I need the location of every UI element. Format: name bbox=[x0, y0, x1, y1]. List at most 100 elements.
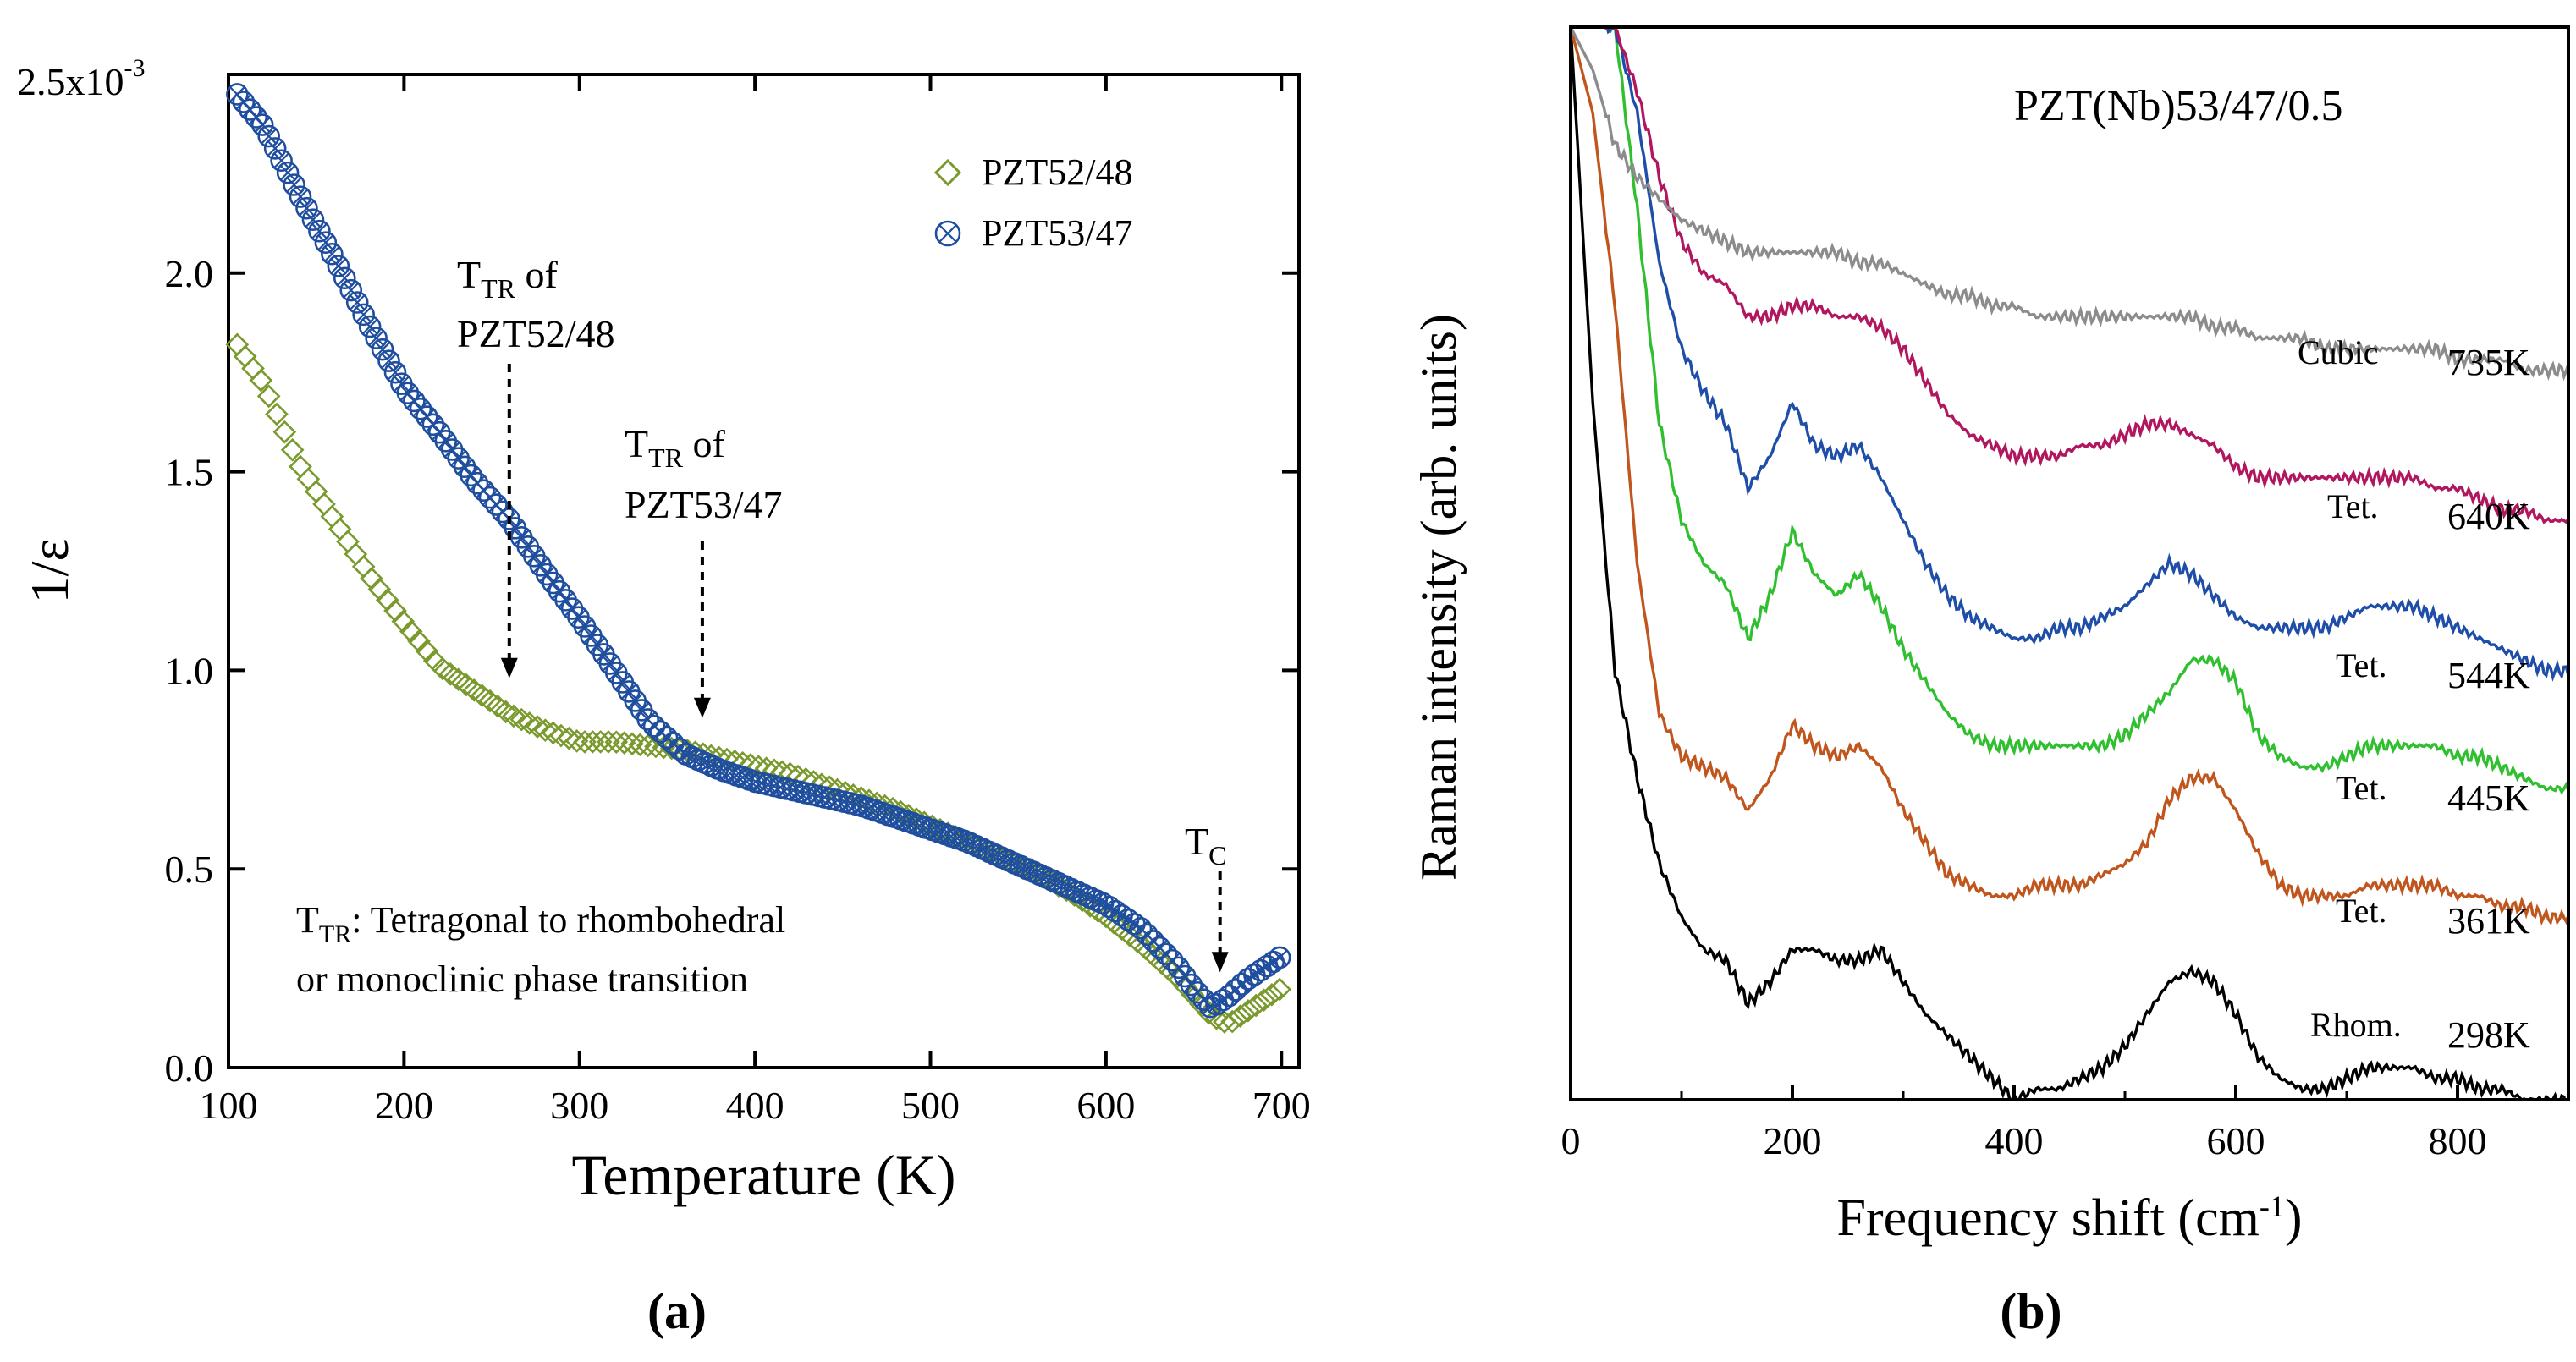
annotation-text: TTR of bbox=[457, 253, 559, 304]
data-point-pzt52-48 bbox=[612, 731, 636, 755]
phase-label: Tet. bbox=[2336, 646, 2387, 684]
annotation-text: TTR of bbox=[625, 422, 726, 473]
data-point-pzt53-47 bbox=[314, 231, 338, 255]
y-tick-label: 1.5 bbox=[165, 451, 214, 494]
temperature-label: 361K bbox=[2447, 900, 2530, 942]
legend-marker-shape bbox=[934, 220, 961, 247]
temperature-label: 544K bbox=[2447, 655, 2530, 696]
x-tick-label: 200 bbox=[1764, 1119, 1822, 1162]
data-point-pzt52-48 bbox=[628, 733, 652, 757]
data-point-pzt52-48 bbox=[375, 588, 399, 612]
panel-label-a: (a) bbox=[647, 1283, 707, 1339]
legend-a: PZT52/48 PZT53/47 bbox=[933, 151, 1132, 254]
data-point-pzt53-47 bbox=[365, 327, 388, 349]
legend-label: PZT53/47 bbox=[982, 212, 1132, 254]
y-tick-label: 0.5 bbox=[165, 848, 214, 891]
legend-entry-pzt53-47: PZT53/47 bbox=[934, 212, 1132, 254]
curve-labels-b: Rhom. 298K Tet. 361K Tet. 445K Tet. 544K Tet. 640… bbox=[2298, 333, 2530, 1056]
data-point-pzt52-48 bbox=[517, 711, 542, 735]
note-line-1: TTR: Tetragonal to rhombohedral bbox=[296, 899, 785, 948]
x-tick-label: 600 bbox=[1076, 1084, 1135, 1127]
arrow-head bbox=[693, 697, 711, 718]
data-point-pzt52-48 bbox=[502, 704, 526, 728]
data-point-pzt52-48 bbox=[1244, 993, 1269, 1018]
x-tick-label: 0 bbox=[1561, 1119, 1581, 1162]
phase-label: Tet. bbox=[2327, 487, 2379, 525]
data-point-pzt52-48 bbox=[351, 554, 376, 579]
data-point-pzt53-47 bbox=[377, 349, 400, 372]
data-point-pzt52-48 bbox=[573, 730, 597, 754]
x-tick-label: 500 bbox=[901, 1084, 960, 1127]
data-point-pzt52-48 bbox=[1260, 982, 1284, 1007]
data-point-pzt53-47 bbox=[327, 255, 350, 277]
data-point-pzt52-48 bbox=[588, 730, 613, 754]
data-point-pzt52-48 bbox=[659, 736, 684, 761]
data-point-pzt52-48 bbox=[526, 715, 549, 739]
y-tick-label: 1.0 bbox=[165, 649, 214, 692]
data-point-pzt52-48 bbox=[256, 384, 281, 409]
raman-curve-735K bbox=[1571, 27, 2568, 382]
x-tick-label: 300 bbox=[550, 1084, 608, 1127]
x-tick-label: 400 bbox=[726, 1084, 784, 1127]
x-tick-label: 400 bbox=[1985, 1119, 2044, 1162]
annotation-text: PZT53/47 bbox=[625, 483, 783, 526]
panel-label-b: (b) bbox=[2000, 1283, 2061, 1339]
raman-curve-298K bbox=[1571, 27, 2567, 1100]
phase-label: Rhom. bbox=[2310, 1006, 2402, 1044]
data-point-pzt53-47 bbox=[289, 185, 312, 208]
data-point-pzt52-48 bbox=[336, 530, 360, 554]
y-multiplier-label: 2.5x10-3 bbox=[17, 54, 146, 103]
data-point-pzt52-48 bbox=[249, 368, 273, 393]
y-tick-label: 0.0 bbox=[165, 1046, 214, 1090]
plot-frame-a bbox=[227, 73, 1301, 1069]
data-point-pzt53-47 bbox=[345, 291, 369, 314]
legend-marker-circle-cross bbox=[934, 220, 961, 247]
x-tick-label: 600 bbox=[2207, 1119, 2265, 1162]
data-point-pzt52-48 bbox=[636, 733, 660, 758]
data-point-pzt52-48 bbox=[564, 729, 589, 753]
data-point-pzt53-47 bbox=[270, 149, 293, 173]
annotation-ttr-pzt52-48: TTR of PZT52/48 bbox=[457, 253, 615, 678]
x-tick-label: 700 bbox=[1252, 1084, 1311, 1127]
tick-labels-b: 0 200 400 600 800 bbox=[1561, 1119, 2487, 1162]
y-axis-label-b: Raman intensity (arb. units) bbox=[1411, 314, 1467, 881]
arrow-head bbox=[1211, 952, 1229, 973]
series-group-b bbox=[1571, 27, 2568, 1100]
data-point-pzt52-48 bbox=[415, 639, 439, 663]
x-tick-label: 800 bbox=[2429, 1119, 2487, 1162]
tick-marks-b bbox=[1569, 1085, 2459, 1100]
data-point-pzt52-48 bbox=[1252, 988, 1276, 1013]
data-point-pzt53-47 bbox=[321, 242, 344, 266]
data-point-pzt53-47 bbox=[358, 315, 382, 338]
arrow-head bbox=[500, 657, 518, 678]
raman-curve-361K bbox=[1571, 27, 2568, 926]
data-point-pzt52-48 bbox=[739, 753, 762, 777]
data-point-pzt52-48 bbox=[549, 723, 573, 748]
data-point-pzt52-48 bbox=[581, 730, 605, 754]
data-point-pzt52-48 bbox=[1204, 1006, 1229, 1030]
data-point-pzt52-48 bbox=[272, 420, 297, 444]
data-point-pzt52-48 bbox=[541, 721, 565, 745]
data-point-pzt52-48 bbox=[296, 467, 321, 492]
data-point-pzt52-48 bbox=[407, 629, 431, 653]
data-point-pzt52-48 bbox=[1220, 1009, 1245, 1034]
data-point-pzt53-47 bbox=[301, 208, 325, 231]
data-point-pzt53-47 bbox=[276, 161, 300, 184]
data-point-pzt53-47 bbox=[1268, 946, 1291, 969]
data-point-pzt53-47 bbox=[371, 338, 394, 361]
phase-label: Cubic bbox=[2298, 333, 2379, 371]
legend-marker-diamond bbox=[933, 158, 962, 187]
data-point-pzt52-48 bbox=[770, 760, 795, 784]
data-point-pzt53-47 bbox=[250, 113, 274, 136]
data-point-pzt53-47 bbox=[263, 137, 287, 160]
data-point-pzt52-48 bbox=[533, 718, 558, 743]
data-point-pzt52-48 bbox=[241, 356, 265, 381]
temperature-label: 640K bbox=[2447, 496, 2530, 537]
data-point-pzt53-47 bbox=[283, 173, 305, 196]
data-point-pzt53-47 bbox=[295, 196, 318, 220]
x-tick-label: 200 bbox=[375, 1084, 433, 1127]
plot-frame-b bbox=[1569, 25, 2570, 1101]
temperature-label: 445K bbox=[2447, 777, 2530, 819]
panel-a: 100 200 300 400 500 600 700 0.0 0.5 1.0 1.5 2.0 2.5… bbox=[17, 54, 1311, 1339]
